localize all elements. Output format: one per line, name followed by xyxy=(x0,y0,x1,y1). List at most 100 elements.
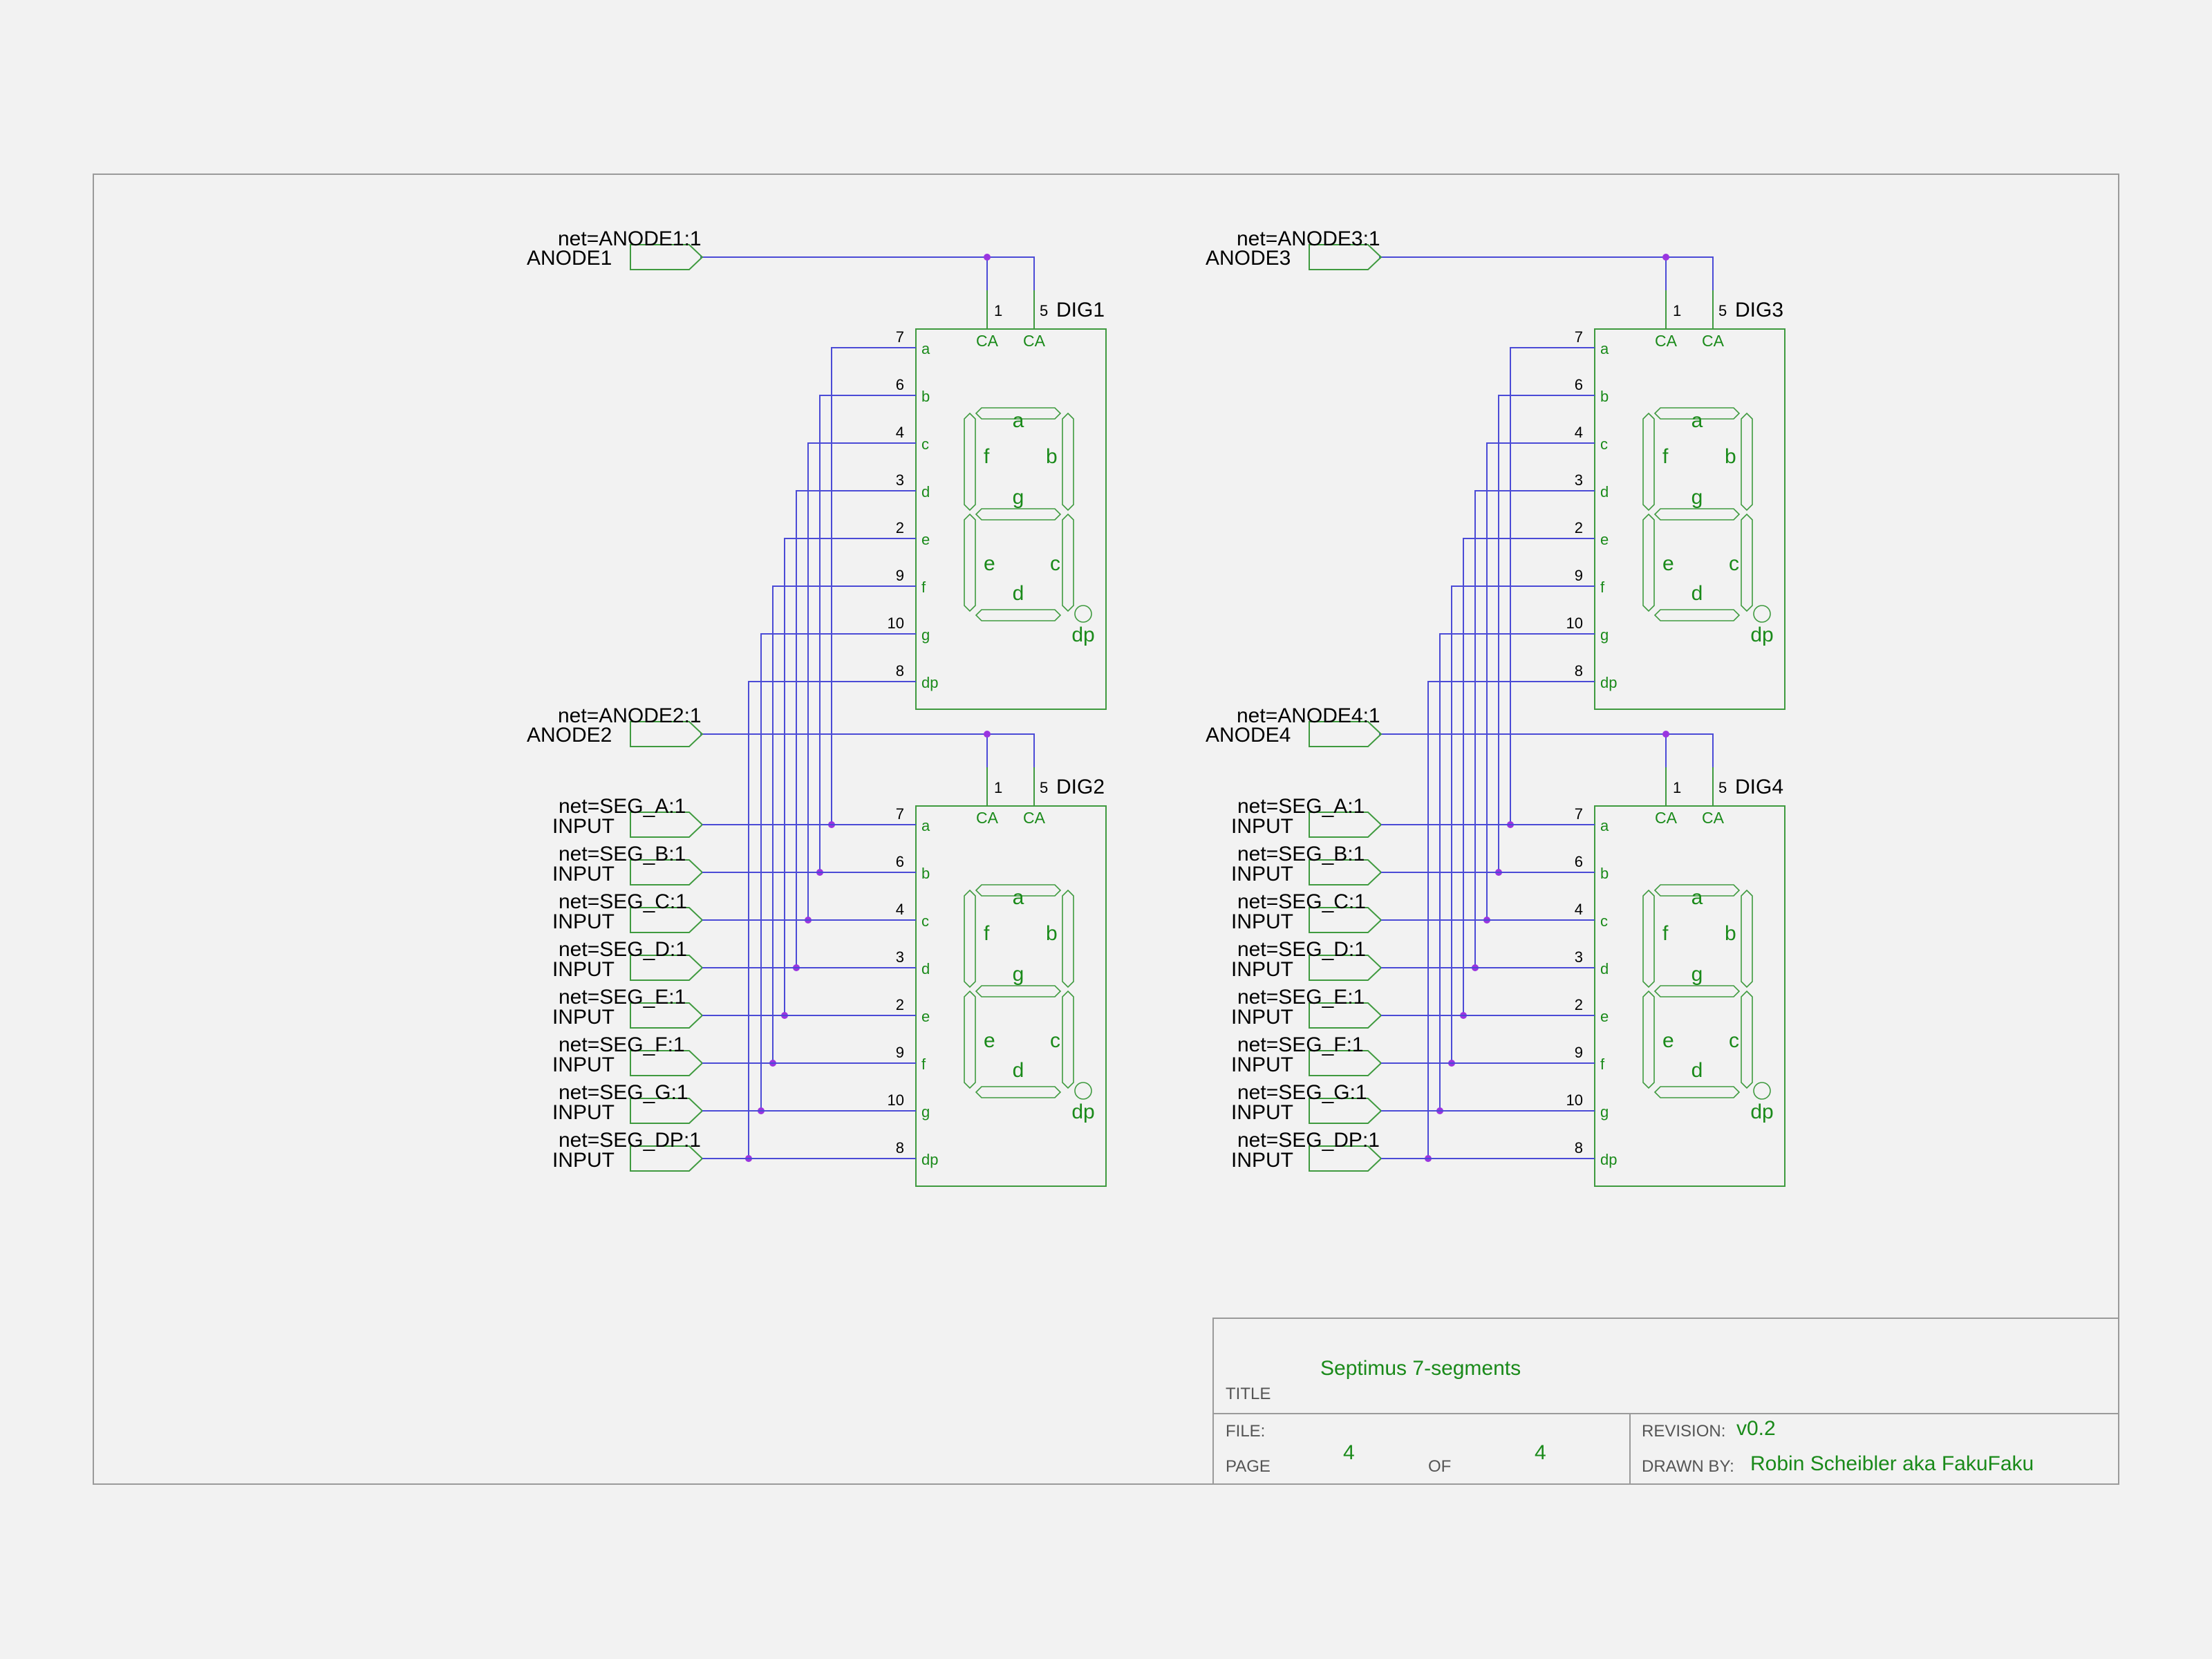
segment-label-b: b xyxy=(1725,445,1736,468)
digit-reference: DIG2 xyxy=(1056,776,1105,798)
segment-label-d: d xyxy=(1691,582,1703,605)
input-ports-dig4: INPUTnet=SEG_A:1INPUTnet=SEG_B:1INPUTnet… xyxy=(1231,795,1560,1172)
input-label: INPUT xyxy=(552,863,615,885)
segment-label-e: e xyxy=(1662,1029,1674,1052)
input-label: INPUT xyxy=(1231,958,1293,981)
anode-port xyxy=(1309,721,1382,747)
input-port xyxy=(630,812,704,838)
pin-name-a: a xyxy=(921,817,930,834)
bus-line-g xyxy=(760,633,881,1111)
segment-label-c: c xyxy=(1050,552,1060,575)
input-label: INPUT xyxy=(552,958,615,981)
segment-f xyxy=(1642,889,1655,988)
ca-label-1: CA xyxy=(976,809,999,827)
pin-number-c: 4 xyxy=(896,424,904,441)
segment-bus-dig1 xyxy=(745,347,881,1162)
input-label: INPUT xyxy=(1231,1006,1293,1029)
segment-label-d: d xyxy=(1013,582,1024,605)
input-port xyxy=(1309,859,1382,885)
input-net: net=SEG_B:1 xyxy=(559,843,686,865)
input-port xyxy=(630,955,704,981)
input-label: INPUT xyxy=(552,910,615,933)
ca-pin-number-1: 1 xyxy=(1673,779,1681,796)
pin-number-f: 9 xyxy=(1575,1044,1583,1061)
title-block-border xyxy=(1212,1318,2119,1485)
anode-junction xyxy=(1662,731,1669,738)
segment-a xyxy=(975,407,1062,420)
pin-number-g: 10 xyxy=(1566,1091,1583,1109)
pin-name-e: e xyxy=(1600,531,1609,548)
pin-name-g: g xyxy=(921,1103,930,1121)
segment-label-g: g xyxy=(1691,486,1703,509)
input-port xyxy=(630,907,704,933)
pin-number-f: 9 xyxy=(896,1044,904,1061)
segment-label-e: e xyxy=(984,1029,995,1052)
pin-name-b: b xyxy=(1600,388,1609,405)
segment-label-f: f xyxy=(984,445,990,468)
ca-label-2: CA xyxy=(1702,809,1725,827)
input-net: net=SEG_A:1 xyxy=(1237,795,1365,818)
bus-line-g xyxy=(1439,633,1560,1111)
segment-b xyxy=(1741,412,1753,512)
segment-b xyxy=(1062,889,1074,988)
input-net: net=SEG_C:1 xyxy=(559,890,687,913)
pin-number-b: 6 xyxy=(1575,853,1583,870)
input-port xyxy=(1309,1145,1382,1172)
input-net: net=SEG_F:1 xyxy=(559,1033,685,1056)
digit-reference: DIG3 xyxy=(1735,299,1783,321)
anode-wire xyxy=(1379,256,1714,290)
pin-name-c: c xyxy=(921,912,929,930)
pin-name-b: b xyxy=(921,865,930,882)
pin-name-f: f xyxy=(1600,579,1605,596)
ca-pin-number-1: 1 xyxy=(994,302,1002,319)
segment-label-b: b xyxy=(1725,922,1736,945)
segment-c xyxy=(1062,513,1074,612)
segment-bus-dig3 xyxy=(1425,347,1560,1162)
anode-net: net=ANODE4:1 xyxy=(1237,704,1380,727)
input-label: INPUT xyxy=(552,1101,615,1124)
input-ports-dig2: INPUTnet=SEG_A:1INPUTnet=SEG_B:1INPUTnet… xyxy=(552,795,881,1172)
bus-line-d xyxy=(796,490,881,968)
anode-label: ANODE1 xyxy=(527,247,612,270)
page-total: 4 xyxy=(1535,1441,1546,1464)
segment-c xyxy=(1741,990,1753,1089)
pin-number-d: 3 xyxy=(1575,948,1583,966)
anode-junction xyxy=(984,731,991,738)
bus-line-f xyxy=(1451,585,1560,1063)
segment-d xyxy=(975,1086,1062,1098)
pin-number-a: 7 xyxy=(1575,805,1583,823)
input-label: INPUT xyxy=(552,1053,615,1076)
revision-value: v0.2 xyxy=(1736,1417,1776,1440)
input-net: net=SEG_DP:1 xyxy=(1237,1129,1380,1152)
segment-label-a: a xyxy=(1691,409,1703,432)
pin-name-a: a xyxy=(921,340,930,357)
pin-number-a: 7 xyxy=(896,805,904,823)
anode-label: ANODE2 xyxy=(527,724,612,747)
pin-name-dp: dp xyxy=(1600,674,1617,691)
segment-b xyxy=(1062,412,1074,512)
pin-name-d: d xyxy=(1600,483,1609,500)
segment-label-dp: dp xyxy=(1071,624,1094,646)
pin-number-b: 6 xyxy=(896,853,904,870)
ca-label-2: CA xyxy=(1023,332,1046,350)
ca-label-2: CA xyxy=(1023,809,1046,827)
input-net: net=SEG_E:1 xyxy=(1237,986,1365,1009)
pin-name-g: g xyxy=(1600,1103,1609,1121)
digit-body xyxy=(1594,328,1785,710)
digit-body xyxy=(1594,805,1785,1187)
bus-line-dp xyxy=(1427,681,1560,1159)
segment-dp xyxy=(1753,1082,1771,1100)
input-port xyxy=(630,1098,704,1124)
input-port xyxy=(1309,907,1382,933)
seven-segment-glyph: af bg e c d dp xyxy=(964,407,1095,646)
input-label: INPUT xyxy=(1231,1053,1293,1076)
segment-c xyxy=(1741,513,1753,612)
segment-d xyxy=(975,609,1062,621)
segment-f xyxy=(964,412,976,512)
ca-pin-number-1: 1 xyxy=(1673,302,1681,319)
input-net: net=SEG_DP:1 xyxy=(559,1129,701,1152)
pin-name-g: g xyxy=(1600,626,1609,644)
segment-label-d: d xyxy=(1013,1059,1024,1082)
page-number: 4 xyxy=(1343,1441,1355,1464)
seven-segment-glyph: af bg e c d dp xyxy=(1642,884,1774,1123)
